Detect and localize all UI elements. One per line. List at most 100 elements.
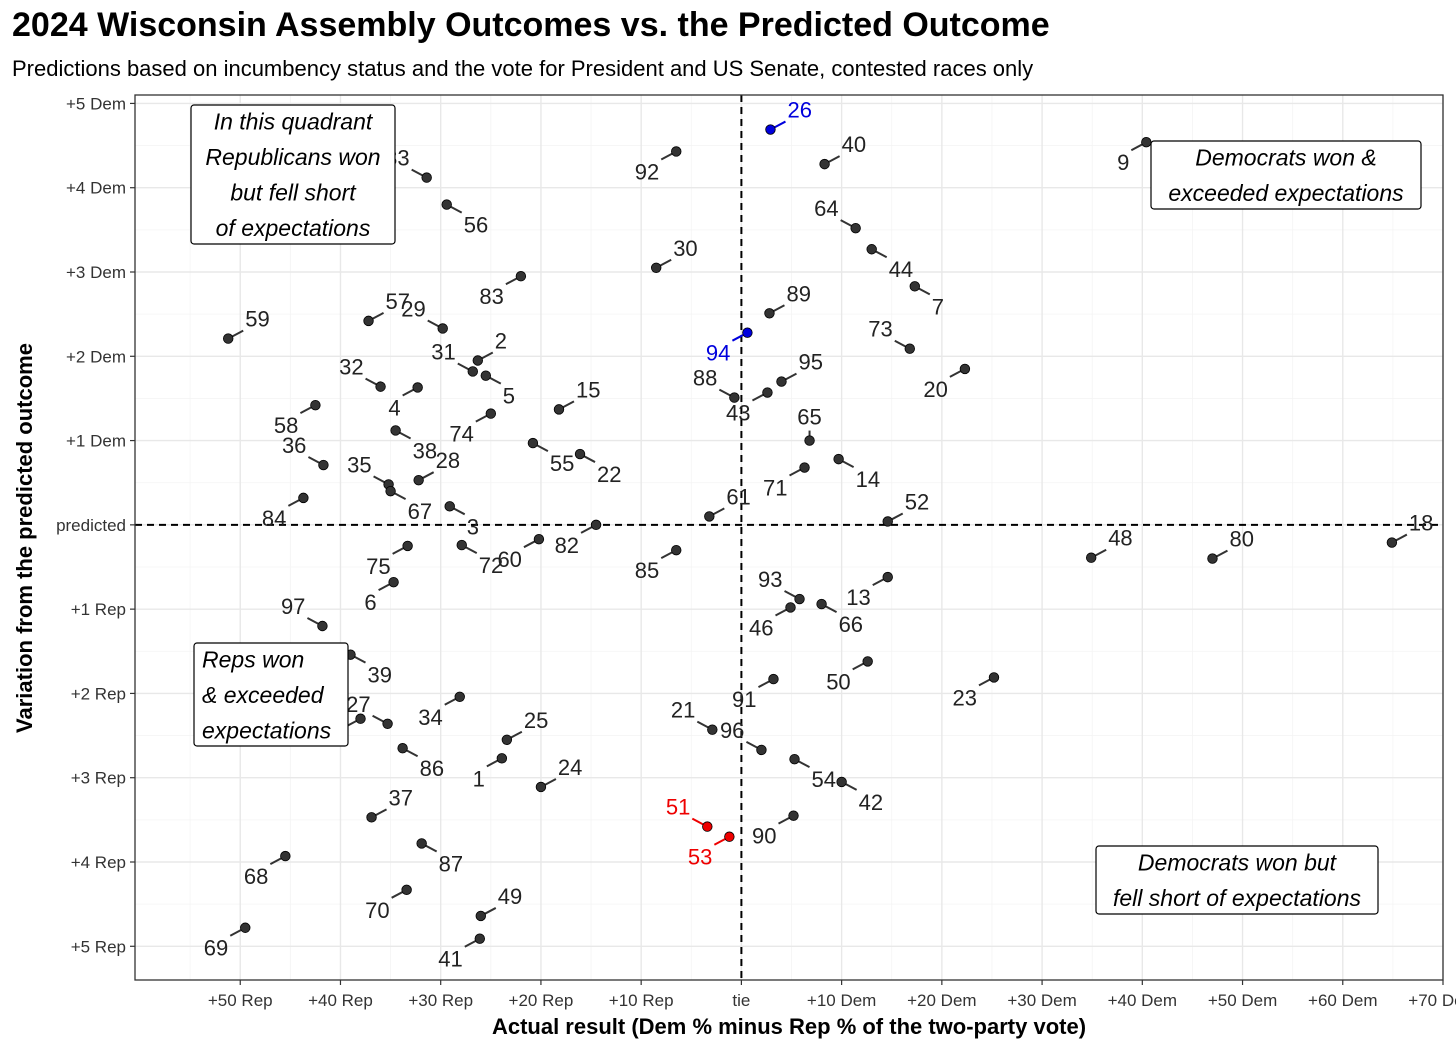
point-marker	[671, 544, 682, 556]
point-marker	[765, 124, 776, 135]
point-marker	[412, 382, 423, 393]
y-tick-label: +5 Dem	[66, 94, 126, 113]
data-point: 74	[449, 408, 497, 447]
point-label: 75	[366, 554, 390, 579]
point-marker	[318, 459, 329, 471]
point-marker	[401, 884, 412, 896]
data-point: 37	[366, 785, 413, 823]
point-label: 38	[413, 438, 437, 463]
point-marker	[729, 392, 740, 403]
data-point: 86	[397, 743, 444, 781]
point-marker	[475, 910, 486, 922]
data-point: 27	[346, 692, 393, 729]
data-point: 65	[797, 405, 822, 446]
point-marker	[533, 533, 545, 545]
point-marker	[789, 753, 800, 765]
point-marker	[959, 363, 971, 375]
point-marker	[866, 244, 877, 255]
point-label: 53	[688, 845, 712, 870]
data-point: 85	[635, 544, 682, 583]
data-point: 66	[816, 598, 863, 637]
point-marker	[535, 781, 547, 793]
point-label: 84	[262, 506, 286, 531]
annotation-line: of expectations	[216, 215, 371, 241]
data-point: 48	[1085, 526, 1133, 563]
point-label: 46	[749, 615, 773, 640]
point-label: 65	[797, 405, 821, 430]
data-point: 70	[365, 884, 412, 923]
point-label: 39	[367, 663, 391, 688]
data-point: 35	[347, 452, 394, 490]
point-label: 64	[814, 196, 838, 221]
point-label: 89	[786, 281, 810, 306]
y-tick-label: +4 Dem	[66, 179, 126, 198]
point-marker	[1085, 552, 1097, 563]
point-marker	[707, 724, 718, 735]
point-marker	[988, 672, 1000, 683]
annotation-line: fell short of expectations	[1113, 885, 1362, 911]
point-marker	[742, 327, 753, 338]
x-axis-title: Actual result (Dem % minus Rep % of the …	[492, 1014, 1086, 1039]
annotation-box	[190, 104, 396, 245]
point-label: 66	[839, 612, 863, 637]
data-point: 9	[1117, 136, 1152, 175]
point-label: 32	[339, 355, 363, 380]
point-marker	[390, 425, 401, 436]
point-marker	[904, 343, 915, 354]
point-label: 60	[497, 547, 521, 572]
point-label: 23	[952, 685, 976, 710]
point-label: 93	[758, 567, 782, 592]
point-marker	[501, 734, 513, 745]
data-point: 55	[527, 437, 574, 476]
point-label: 83	[479, 284, 503, 309]
point-marker	[402, 540, 413, 552]
y-tick-label: +5 Rep	[71, 937, 126, 956]
data-point: 7	[909, 281, 944, 319]
data-point: 28	[413, 448, 460, 486]
data-point: 75	[366, 540, 413, 579]
point-marker	[909, 281, 920, 292]
data-point: 20	[923, 363, 971, 402]
point-marker	[385, 485, 396, 497]
point-label: 3	[467, 514, 479, 539]
point-label: 74	[449, 422, 473, 447]
point-label: 20	[923, 377, 947, 402]
point-marker	[416, 838, 427, 849]
x-tick-label: +60 Dem	[1308, 991, 1377, 1010]
point-label: 36	[282, 433, 306, 458]
data-point: 38	[390, 425, 437, 463]
annotation-line: & exceeded	[202, 682, 325, 708]
x-tick-label: +30 Dem	[1007, 991, 1076, 1010]
point-label: 67	[408, 499, 432, 524]
point-label: 15	[576, 377, 600, 402]
point-marker	[375, 381, 386, 392]
point-marker	[310, 399, 321, 411]
point-label: 26	[787, 98, 811, 123]
data-point: 57	[363, 289, 410, 327]
data-point: 54	[789, 753, 836, 792]
point-marker	[702, 821, 713, 832]
x-tick-label: +10 Dem	[807, 991, 876, 1010]
data-point: 6	[364, 576, 399, 615]
point-marker	[317, 620, 328, 632]
point-label: 92	[635, 159, 659, 184]
point-marker	[355, 713, 366, 724]
point-marker	[862, 656, 873, 667]
point-marker	[785, 602, 796, 613]
x-tick-label: +20 Rep	[509, 991, 574, 1010]
point-label: 5	[503, 384, 515, 409]
point-label: 24	[558, 755, 582, 780]
point-label: 31	[431, 339, 455, 364]
point-marker	[882, 516, 893, 527]
data-point: 21	[671, 698, 718, 735]
point-marker	[280, 850, 291, 862]
point-marker	[456, 539, 467, 551]
point-marker	[474, 933, 485, 944]
data-point: 91	[732, 673, 779, 712]
point-label: 71	[763, 476, 787, 501]
data-point: 15	[553, 377, 600, 415]
x-tick-label: +40 Dem	[1108, 991, 1177, 1010]
point-label: 18	[1409, 511, 1433, 536]
point-marker	[650, 262, 662, 273]
